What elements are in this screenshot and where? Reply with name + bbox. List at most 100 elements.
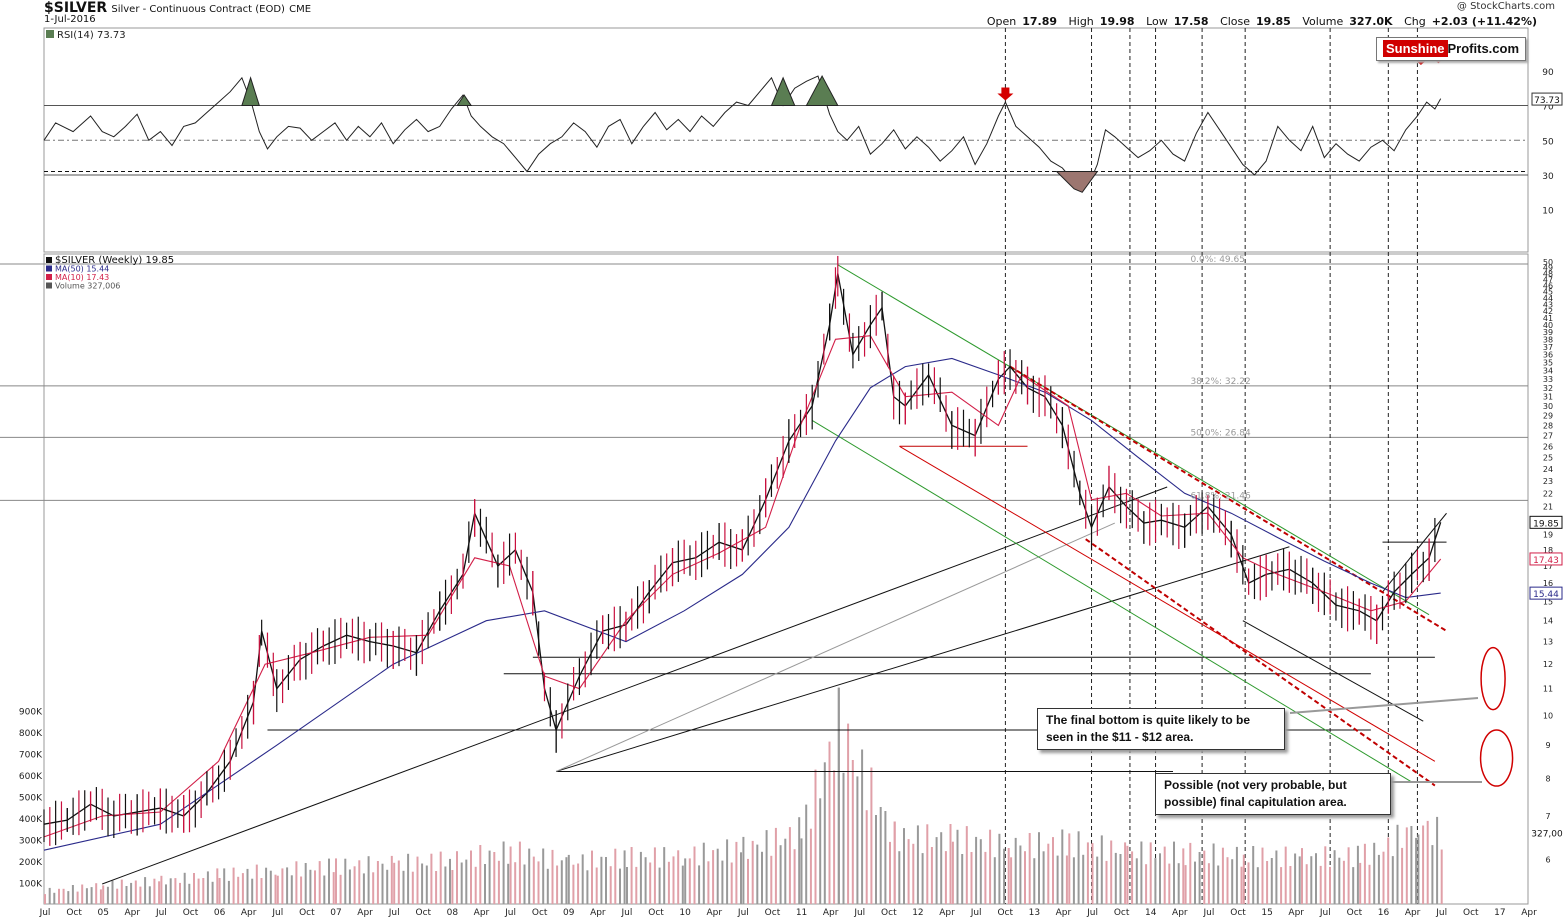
- x-tick-label: Oct: [1230, 908, 1246, 918]
- volume-bar: [416, 856, 419, 904]
- volume-bar: [1091, 843, 1094, 904]
- volume-bar: [1294, 853, 1297, 904]
- volume-bar: [577, 863, 580, 904]
- volume-bar: [1145, 864, 1148, 904]
- volume-bar: [381, 863, 384, 904]
- volume-tick-label: 700K: [19, 751, 43, 761]
- volume-bar: [979, 839, 982, 904]
- low-label: Low: [1146, 15, 1168, 28]
- volume-bar: [921, 853, 924, 904]
- volume-bar: [120, 879, 123, 904]
- volume-bar: [828, 741, 831, 904]
- volume-bar: [206, 871, 209, 904]
- volume-bar: [623, 850, 626, 904]
- fib-label: 50.0%: 26.84: [1190, 428, 1251, 438]
- volume-bar: [134, 880, 137, 904]
- volume-bar: [237, 876, 240, 904]
- volume-bar: [667, 861, 670, 904]
- volume-bar: [975, 836, 978, 904]
- x-tick-label: Jul: [621, 908, 633, 918]
- volume-bar: [1221, 847, 1224, 904]
- volume-bar: [456, 851, 458, 904]
- channel-red-dashed: [1009, 365, 1448, 632]
- volume-bar: [1028, 833, 1031, 904]
- price-tick-label: 10: [1543, 712, 1553, 721]
- volume-bar: [1154, 858, 1157, 904]
- volume-bar: [1189, 842, 1192, 904]
- rsi-tick-label: 90: [1542, 68, 1554, 78]
- volume-bar: [362, 873, 365, 904]
- volume-bar: [726, 839, 729, 904]
- volume-bar: [1235, 846, 1238, 904]
- legend-entry: MA(50) 15.44: [55, 265, 109, 274]
- volume-bar: [1305, 864, 1308, 904]
- volume-bar: [565, 857, 568, 904]
- volume-bar: [837, 687, 840, 904]
- volume-bar: [95, 883, 98, 904]
- volume-bar: [223, 868, 226, 904]
- volume-bar: [560, 860, 563, 904]
- volume-bar: [1298, 856, 1301, 904]
- volume-bar: [1068, 833, 1071, 904]
- volume-bar: [460, 862, 463, 904]
- x-tick-label: Jul: [1435, 908, 1447, 918]
- volume-bar: [1396, 824, 1399, 904]
- volume-bar: [251, 878, 254, 904]
- volume-bar: [290, 875, 293, 904]
- volume-bar: [295, 861, 298, 904]
- volume-bar: [323, 875, 326, 904]
- price-tick-label: 45: [1543, 288, 1553, 297]
- volume-bar: [99, 889, 102, 904]
- x-tick-label: 08: [447, 908, 459, 918]
- volume-bar: [339, 874, 342, 904]
- price-tick-label: 13: [1543, 638, 1553, 647]
- volume-bar: [567, 854, 570, 904]
- volume-bar: [386, 869, 389, 904]
- price-tick-label: 30: [1543, 402, 1553, 411]
- volume-bar: [556, 865, 559, 904]
- volume-bar: [332, 872, 335, 904]
- price-last-box: [1529, 586, 1563, 600]
- x-tick-label: Jul: [853, 908, 865, 918]
- volume-bar: [76, 891, 79, 904]
- volume-bar: [1242, 854, 1245, 904]
- volume-bar: [1010, 857, 1013, 904]
- subtitle-label: Silver - Continuous Contract (EOD): [111, 4, 285, 15]
- price-tick-label: 39: [1543, 328, 1553, 337]
- x-tick-label: 15: [1261, 908, 1272, 918]
- x-tick-label: Apr: [1056, 908, 1072, 918]
- volume-bar: [989, 829, 992, 904]
- volume-bar: [779, 845, 782, 904]
- volume-bar: [241, 873, 244, 904]
- volume-bar: [197, 878, 200, 904]
- volume-bar: [1415, 837, 1418, 904]
- volume-bar: [870, 767, 873, 904]
- legend-swatch: [46, 257, 52, 263]
- high-label: High: [1068, 15, 1094, 28]
- volume-bar: [179, 882, 181, 904]
- series-ma-10-: [43, 335, 1442, 838]
- volume-bar: [116, 888, 119, 904]
- x-tick-label: 12: [912, 908, 923, 918]
- price-tick-label: 17: [1543, 562, 1553, 571]
- price-tick-label: 35: [1543, 359, 1553, 368]
- volume-bar: [1382, 851, 1385, 904]
- volume-bar: [465, 859, 468, 904]
- trend-line: [1242, 620, 1424, 722]
- trend-line: [102, 486, 1168, 885]
- trend-line: [1382, 512, 1447, 593]
- volume-bar: [1061, 829, 1064, 904]
- volume-bar: [53, 892, 56, 904]
- volume-bar: [48, 887, 51, 904]
- volume-bar: [1310, 856, 1313, 904]
- volume-bar: [716, 848, 719, 904]
- volume-bar: [211, 881, 214, 904]
- volume-bar: [372, 872, 375, 904]
- volume-bar: [984, 851, 987, 904]
- volume-bar: [842, 772, 845, 904]
- trend-line: [555, 546, 1290, 772]
- volume-bar: [1431, 845, 1434, 904]
- rsi-tick-label: 10: [1542, 207, 1554, 217]
- volume-bar: [183, 872, 186, 904]
- volume-bar: [765, 830, 768, 904]
